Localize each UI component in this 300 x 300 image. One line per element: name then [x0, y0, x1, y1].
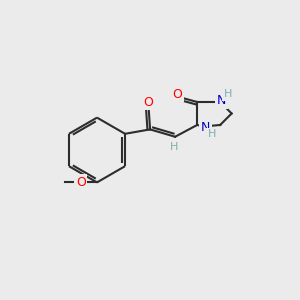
- Text: N: N: [201, 122, 210, 134]
- Text: O: O: [76, 176, 86, 189]
- Text: H: H: [208, 129, 216, 140]
- Text: H: H: [224, 89, 232, 99]
- Text: O: O: [172, 88, 182, 100]
- Text: H: H: [169, 142, 178, 152]
- Text: N: N: [217, 94, 226, 107]
- Text: O: O: [144, 96, 154, 109]
